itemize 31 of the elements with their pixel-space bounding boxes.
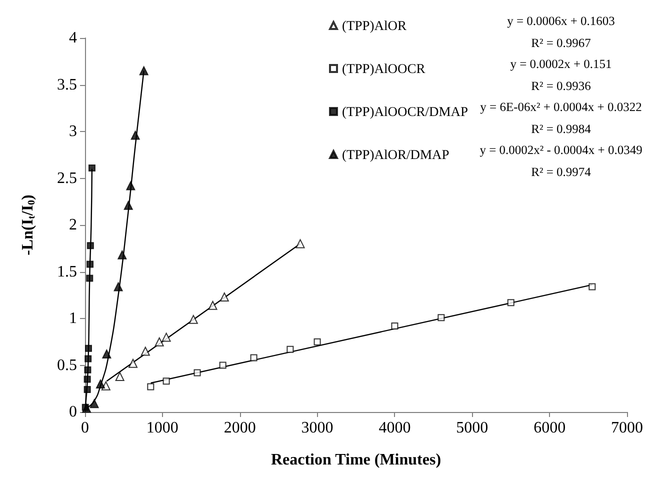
annotation: y = 6E-06x² + 0.0004x + 0.0322	[480, 100, 642, 114]
x-tick-label: 3000	[301, 420, 334, 436]
y-tick-label: 3	[69, 123, 77, 140]
legend-label: (TPP)AlOOCR	[342, 61, 426, 76]
legend-label: (TPP)AlOR	[342, 18, 407, 33]
x-tick-label: 1000	[146, 420, 178, 436]
y-tick-label: 2	[69, 216, 77, 234]
y-tick-label: 2.5	[57, 170, 77, 187]
annotation: R² = 0.9974	[531, 165, 592, 179]
y-tick-label: 1.5	[57, 263, 77, 280]
legend-label: (TPP)AlOOCR/DMAP	[342, 104, 468, 119]
x-tick-label: 2000	[224, 420, 256, 436]
x-tick-label: 6000	[534, 420, 566, 436]
x-tick-label: 4000	[378, 420, 411, 436]
legend-label: (TPP)AlOR/DMAP	[342, 147, 450, 162]
annotation: R² = 0.9967	[531, 36, 591, 50]
x-axis-title: Reaction Time (Minutes)	[270, 452, 442, 468]
text: y = 0.0006x + 0.1603	[507, 14, 615, 28]
annotation: R² = 0.9936	[531, 79, 591, 93]
x-tick-label: 0	[81, 420, 89, 436]
y-axis-title: -Ln(It/I0)	[20, 194, 38, 256]
y-tick-label: 4	[69, 30, 77, 46]
y-tick-label: 1	[69, 310, 77, 327]
y-tick-label: 3.5	[57, 76, 77, 94]
y-tick-label: 0	[69, 404, 77, 420]
annotation: y = 0.0002x² - 0.0004x + 0.0349	[480, 143, 642, 157]
annotation: R² = 0.9984	[531, 122, 592, 136]
y-tick-label: 0.5	[57, 356, 77, 374]
x-tick-label: 5000	[456, 420, 488, 436]
x-tick-label: 7000	[611, 420, 643, 436]
annotation: y = 0.0002x + 0.151	[510, 57, 612, 71]
